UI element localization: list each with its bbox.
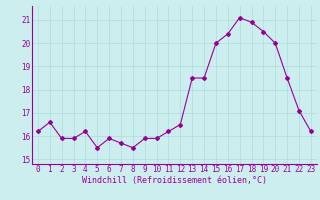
X-axis label: Windchill (Refroidissement éolien,°C): Windchill (Refroidissement éolien,°C)	[82, 176, 267, 185]
